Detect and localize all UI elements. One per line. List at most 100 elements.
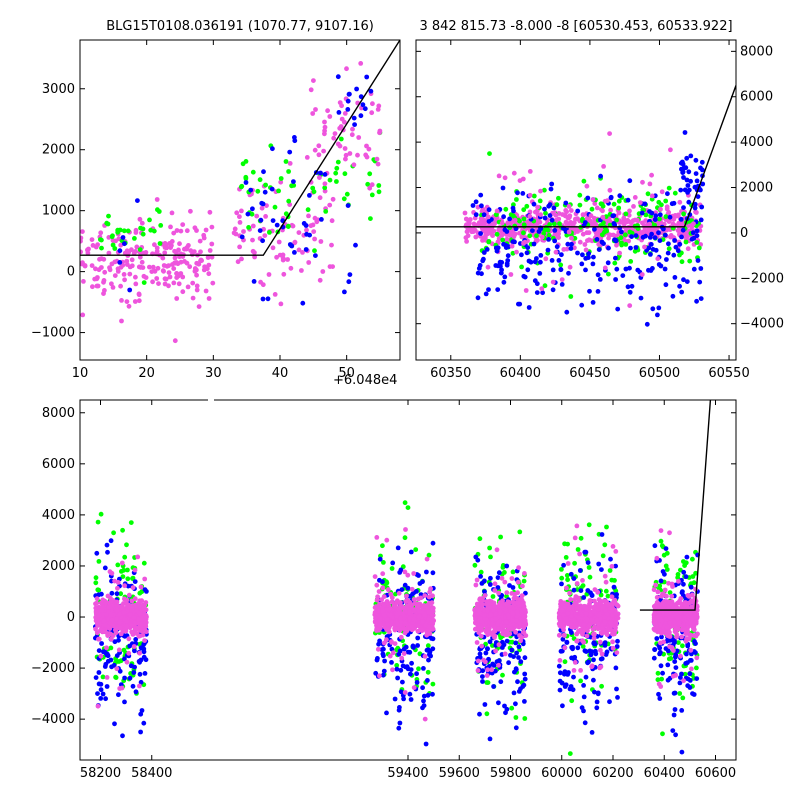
data-point <box>521 625 527 631</box>
data-point <box>597 639 603 645</box>
data-point <box>103 622 108 628</box>
data-point <box>90 284 95 290</box>
data-point <box>156 209 162 214</box>
data-point <box>585 560 591 565</box>
data-point <box>492 633 498 639</box>
data-point <box>374 657 380 663</box>
data-point <box>547 202 553 208</box>
data-point <box>492 588 498 593</box>
data-point <box>330 196 336 202</box>
data-point <box>500 598 505 604</box>
data-point <box>99 265 104 270</box>
data-point <box>160 268 166 274</box>
data-point <box>568 208 574 213</box>
data-point <box>522 716 528 721</box>
data-point <box>194 287 200 293</box>
data-point <box>132 648 137 654</box>
data-point <box>645 191 651 197</box>
data-point <box>521 273 527 279</box>
data-point <box>479 619 484 624</box>
data-point <box>286 198 292 204</box>
data-point <box>245 211 251 217</box>
data-point <box>389 646 395 652</box>
data-point <box>421 703 427 708</box>
data-point <box>377 673 382 679</box>
data-point <box>103 600 109 605</box>
data-point <box>114 591 120 597</box>
data-point <box>120 235 126 240</box>
data-point <box>582 549 588 555</box>
data-point <box>589 730 595 735</box>
data-point <box>582 242 588 247</box>
data-point <box>620 220 626 226</box>
data-point <box>591 657 596 663</box>
data-point <box>287 242 293 247</box>
data-point <box>96 648 102 653</box>
data-point <box>322 172 328 177</box>
data-point <box>559 277 565 282</box>
data-point <box>682 130 688 135</box>
data-point <box>583 674 589 680</box>
data-point <box>346 91 352 97</box>
data-point <box>548 186 554 192</box>
data-point <box>426 657 431 663</box>
data-point <box>234 210 240 216</box>
data-point <box>210 280 216 286</box>
data-point <box>521 682 527 688</box>
data-point <box>662 232 668 238</box>
data-point <box>325 108 330 114</box>
data-point <box>375 107 381 112</box>
data-point <box>501 241 506 247</box>
data-point <box>138 584 144 590</box>
data-point <box>482 702 488 707</box>
data-point <box>681 211 686 217</box>
data-point <box>692 201 698 207</box>
model-curve <box>80 40 400 256</box>
data-point <box>521 606 527 611</box>
data-point <box>280 252 286 258</box>
data-point <box>398 567 404 573</box>
data-point <box>250 237 255 243</box>
data-point <box>139 617 145 622</box>
data-point <box>503 710 508 716</box>
data-point <box>559 252 564 258</box>
data-point <box>412 607 417 613</box>
data-point <box>601 164 606 169</box>
data-point <box>364 74 370 80</box>
data-point <box>557 678 563 684</box>
data-point <box>591 635 597 641</box>
data-point <box>430 627 435 632</box>
data-point <box>608 556 613 562</box>
data-point <box>239 256 244 262</box>
data-point <box>545 247 551 253</box>
data-point <box>368 88 374 94</box>
data-point <box>110 285 116 290</box>
data-point <box>609 577 615 583</box>
data-point <box>519 264 524 270</box>
data-point <box>694 233 700 239</box>
data-point <box>122 699 127 705</box>
data-point <box>640 229 646 235</box>
data-point <box>556 235 561 241</box>
data-point <box>304 227 309 233</box>
data-point <box>278 301 284 307</box>
data-point <box>691 266 697 272</box>
data-point <box>511 690 517 696</box>
data-point <box>586 251 591 256</box>
data-point <box>307 193 312 198</box>
data-point <box>416 623 421 629</box>
data-point <box>203 227 209 233</box>
data-point <box>627 208 632 214</box>
data-point <box>599 239 605 245</box>
data-point <box>479 216 485 222</box>
data-point <box>693 171 699 177</box>
data-point <box>312 236 317 242</box>
data-point <box>112 273 118 278</box>
data-point <box>322 181 328 187</box>
data-point <box>612 260 618 266</box>
data-point <box>416 603 422 609</box>
data-point <box>136 298 142 304</box>
data-point <box>93 575 99 581</box>
data-point <box>89 263 95 268</box>
data-point <box>482 613 487 618</box>
